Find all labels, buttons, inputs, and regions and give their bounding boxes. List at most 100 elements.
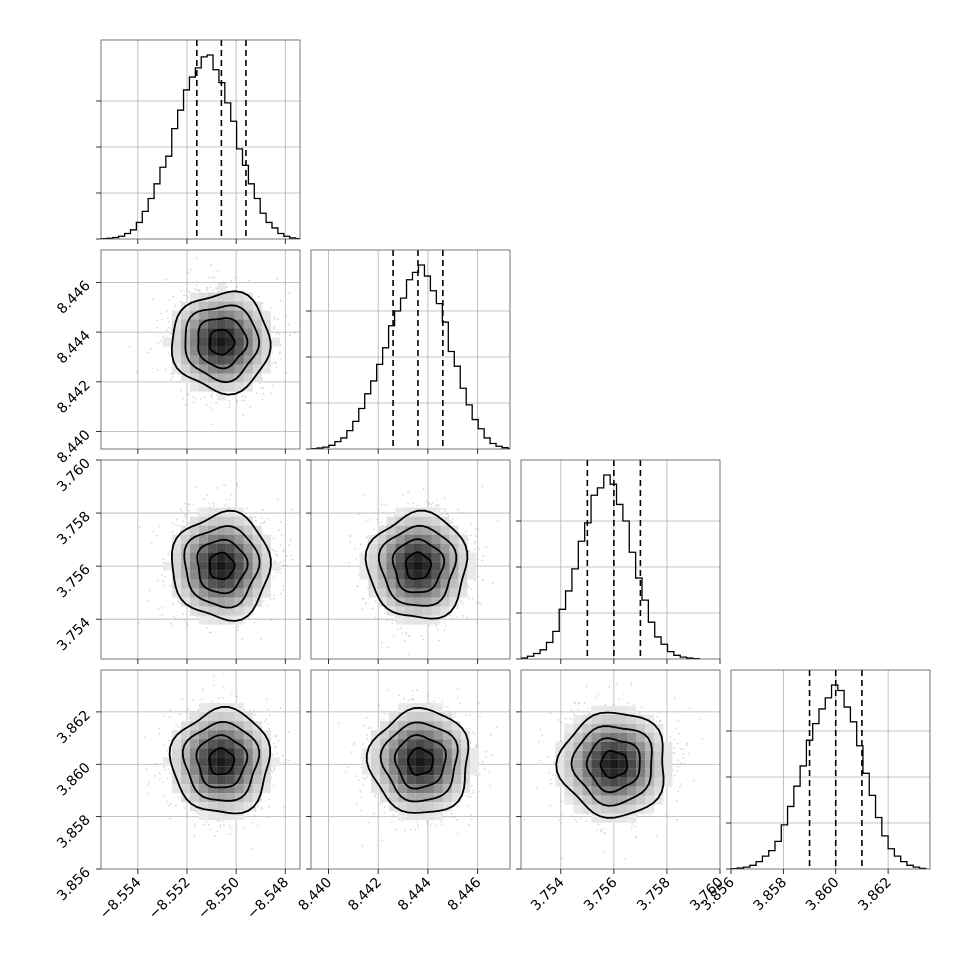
density-cell xyxy=(654,795,664,805)
density-cell xyxy=(627,732,637,742)
density-cell xyxy=(225,364,235,374)
panel-3-0: −8.554 −8.552 −8.550 −8.548 3.856 3.858 3.860 3… xyxy=(54,669,301,922)
y-tick-label: 3.754 xyxy=(54,615,94,655)
density-cell xyxy=(573,777,583,787)
density-cell xyxy=(609,714,619,724)
density-cell xyxy=(404,579,414,589)
density-cell xyxy=(207,561,217,571)
density-cell xyxy=(645,732,655,742)
density-cell xyxy=(234,534,244,544)
density-cell xyxy=(442,748,452,758)
density-cell xyxy=(404,615,414,625)
density-cell xyxy=(171,766,181,776)
density-cell xyxy=(388,775,398,785)
density-cell xyxy=(413,516,423,526)
density-cell xyxy=(180,775,190,785)
density-cell xyxy=(368,552,378,562)
density-cell xyxy=(243,748,253,758)
panel-frame xyxy=(520,669,721,870)
y-tick-label: 8.444 xyxy=(54,328,94,368)
density-cell xyxy=(431,597,441,607)
density-cell xyxy=(397,730,407,740)
density-cell xyxy=(207,382,217,392)
density-cell xyxy=(216,561,226,571)
density-cell xyxy=(234,561,244,571)
density-cell xyxy=(406,802,416,812)
density-cell xyxy=(207,802,217,812)
density-cell xyxy=(609,795,619,805)
density-cell xyxy=(234,757,244,767)
y-tick-label: 8.446 xyxy=(54,278,94,318)
y-tick-label: 3.860 xyxy=(54,760,94,800)
density-cell xyxy=(397,721,407,731)
density-cell xyxy=(654,777,664,787)
density-cell xyxy=(225,552,235,562)
density-cell xyxy=(600,732,610,742)
density-cell xyxy=(225,292,235,302)
density-cell xyxy=(189,775,199,785)
density-cell xyxy=(645,759,655,769)
density-cell xyxy=(234,730,244,740)
density-cell xyxy=(189,373,199,383)
density-cell xyxy=(234,364,244,374)
density-cell xyxy=(415,766,425,776)
density-cell xyxy=(424,811,434,821)
density-cell xyxy=(189,328,199,338)
density-cell xyxy=(207,534,217,544)
density-cell xyxy=(207,739,217,749)
density-cell xyxy=(627,714,637,724)
density-cell xyxy=(415,757,425,767)
density-cell xyxy=(440,579,450,589)
density-cell xyxy=(225,543,235,553)
density-cell xyxy=(413,525,423,535)
scatter-group xyxy=(144,673,290,850)
density-cell xyxy=(180,570,190,580)
density-cell xyxy=(243,373,253,383)
density-cell xyxy=(582,804,592,814)
density-cell xyxy=(618,795,628,805)
density-cell xyxy=(600,714,610,724)
density-cell xyxy=(216,283,226,293)
density-cell xyxy=(207,301,217,311)
density-cell xyxy=(189,364,199,374)
density-cell xyxy=(234,811,244,821)
density-cell xyxy=(431,606,441,616)
density-cell xyxy=(261,757,271,767)
density-cell xyxy=(216,319,226,329)
density-cell xyxy=(573,714,583,724)
density-cell xyxy=(618,786,628,796)
density-cell xyxy=(198,784,208,794)
density-cell xyxy=(171,757,181,767)
density-cell xyxy=(406,775,416,785)
density-cell xyxy=(198,615,208,625)
panel-frame xyxy=(310,249,511,450)
density-cell xyxy=(600,795,610,805)
density-cell xyxy=(636,750,646,760)
density-cell xyxy=(261,784,271,794)
contour-line xyxy=(170,509,272,622)
density-cell xyxy=(406,703,416,713)
density-cell xyxy=(189,355,199,365)
density-cell xyxy=(555,759,565,769)
density-cell xyxy=(171,579,181,589)
density-cell xyxy=(207,543,217,553)
contour-line xyxy=(365,706,470,814)
density-cell xyxy=(654,732,664,742)
density-cell xyxy=(216,543,226,553)
density-cell xyxy=(189,570,199,580)
density-cell xyxy=(564,795,574,805)
density-cell xyxy=(359,561,369,571)
density-cell xyxy=(645,768,655,778)
density-cell xyxy=(582,777,592,787)
density-cell xyxy=(261,310,271,320)
histogram-step xyxy=(521,474,700,659)
density-cell xyxy=(180,310,190,320)
density-cell xyxy=(198,310,208,320)
density-cell xyxy=(189,739,199,749)
x-tick-label: 8.446 xyxy=(445,874,485,914)
density-cell xyxy=(370,784,380,794)
density-cell xyxy=(404,507,414,517)
density-cell xyxy=(207,703,217,713)
density-cell xyxy=(424,712,434,722)
